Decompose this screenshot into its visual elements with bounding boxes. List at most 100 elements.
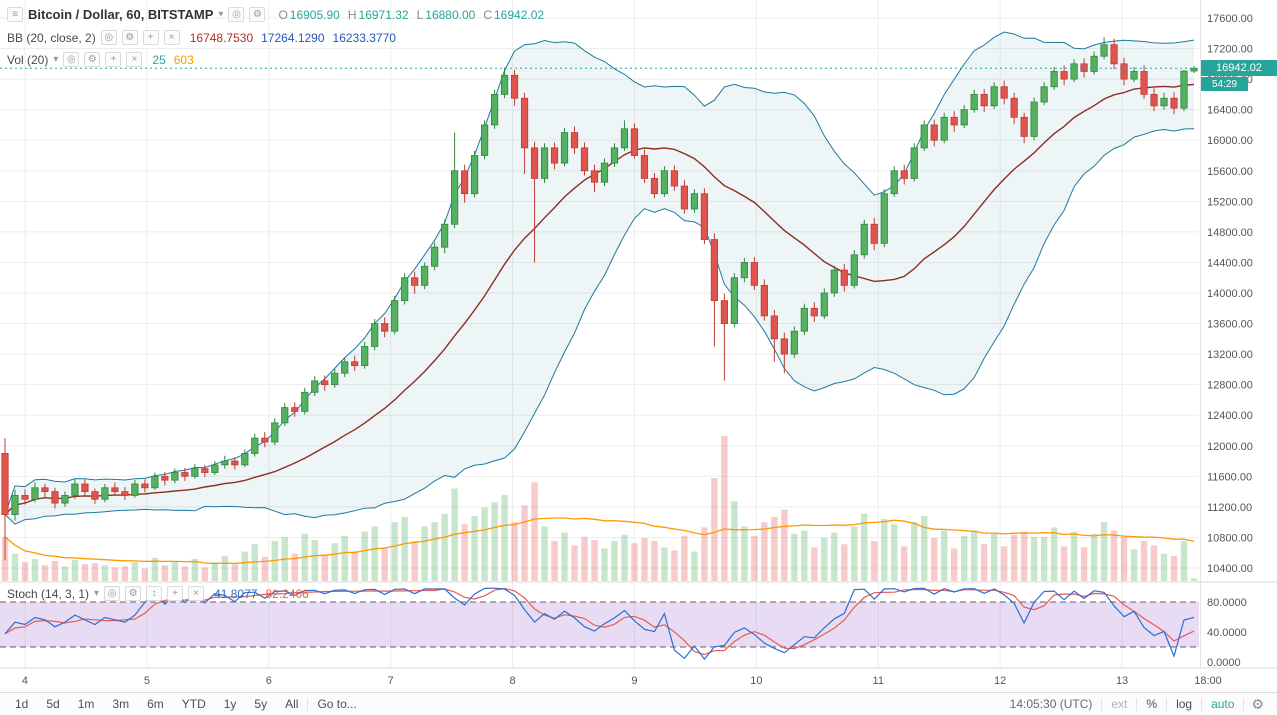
- range-1m[interactable]: 1m: [77, 697, 95, 711]
- volume-bar: [1100, 522, 1108, 581]
- bb-lower-value: 16233.3770: [332, 30, 396, 45]
- volume-bar: [821, 537, 828, 581]
- volume-bar: [101, 565, 109, 581]
- range-ytd[interactable]: YTD: [181, 697, 206, 711]
- volume-ma-line: [4, 517, 1195, 565]
- volume-bar: [970, 530, 978, 581]
- chevron-down-icon[interactable]: ▾: [53, 54, 59, 65]
- volume-bar: [1150, 545, 1158, 581]
- chart-canvas[interactable]: 17600.0017200.0016800.0016400.0016000.00…: [0, 0, 1277, 692]
- candle-body: [1170, 97, 1178, 109]
- range-6m[interactable]: 6m: [147, 697, 164, 711]
- range-5y[interactable]: 5y: [254, 697, 268, 711]
- volume-bar: [291, 553, 298, 581]
- gear-icon[interactable]: ⚙: [84, 52, 101, 67]
- volume-bar: [561, 532, 568, 581]
- volume-bar: [1040, 536, 1048, 581]
- candle-body: [11, 495, 19, 515]
- candle-body: [311, 380, 319, 393]
- candle-body: [540, 147, 549, 179]
- candle-body: [241, 453, 249, 466]
- candle-body: [690, 193, 699, 210]
- volume-bar: [671, 550, 678, 581]
- volume-bar: [851, 526, 858, 581]
- menu-icon[interactable]: ≡: [7, 7, 23, 22]
- candle-body: [1160, 97, 1168, 107]
- close-icon[interactable]: ×: [126, 52, 143, 67]
- volume-bar: [11, 553, 19, 581]
- candle-body: [870, 223, 878, 244]
- candle-body: [730, 277, 738, 324]
- price-axis-label: 12800.00: [1207, 380, 1253, 392]
- open-value: 16905.90: [289, 7, 340, 22]
- price-axis-label: 10400.00: [1207, 563, 1253, 575]
- close-icon[interactable]: ×: [188, 586, 205, 601]
- goto-button[interactable]: Go to...: [317, 697, 357, 711]
- candle-body: [620, 128, 629, 149]
- plus-icon[interactable]: +: [105, 52, 122, 67]
- range-all[interactable]: All: [285, 697, 299, 711]
- volume-bar: [731, 501, 738, 581]
- volume-bar: [1170, 555, 1178, 581]
- volume-bar: [1010, 534, 1018, 581]
- gear-icon[interactable]: ⚙: [125, 586, 142, 601]
- candle-body: [381, 323, 389, 332]
- candle-body: [480, 124, 489, 156]
- bottom-toolbar: 1d 5d 1m 3m 6m YTD 1y 5y All Go to... 14…: [0, 692, 1277, 715]
- range-3m[interactable]: 3m: [112, 697, 130, 711]
- volume-bar: [781, 509, 788, 581]
- gear-icon[interactable]: ⚙: [249, 7, 266, 22]
- volume-bar: [471, 515, 478, 581]
- candle-body: [291, 407, 299, 412]
- candles-layer[interactable]: [1, 37, 1198, 561]
- price-axis-label: 11200.00: [1207, 502, 1252, 514]
- volume-value: 25: [152, 52, 166, 67]
- eye-icon[interactable]: ◎: [228, 7, 245, 22]
- volume-bar: [1160, 553, 1168, 581]
- chevron-down-icon[interactable]: ▾: [218, 9, 224, 20]
- chevron-down-icon[interactable]: ▾: [94, 588, 100, 599]
- bb-indicator-title[interactable]: BB (20, close, 2): [7, 30, 96, 45]
- range-1y[interactable]: 1y: [223, 697, 237, 711]
- gear-icon[interactable]: ⚙: [121, 30, 138, 45]
- close-icon[interactable]: ×: [163, 30, 180, 45]
- symbol-title[interactable]: Bitcoin / Dollar, 60, BITSTAMP: [28, 7, 214, 22]
- stoch-indicator-title[interactable]: Stoch (14, 3, 1): [7, 586, 90, 601]
- volume-bar: [441, 513, 448, 581]
- high-value: 16971.32: [358, 7, 409, 22]
- range-1d[interactable]: 1d: [15, 697, 29, 711]
- plus-icon[interactable]: +: [142, 30, 159, 45]
- volume-bar: [521, 505, 528, 581]
- candle-body: [91, 491, 99, 500]
- eye-icon[interactable]: ◎: [63, 52, 80, 67]
- volume-bar: [31, 558, 39, 581]
- plus-icon[interactable]: +: [167, 586, 184, 601]
- candle-body: [1190, 67, 1198, 72]
- eye-icon[interactable]: ◎: [100, 30, 117, 45]
- stoch-k-line: [4, 587, 1195, 661]
- volume-bar: [331, 543, 338, 581]
- volume-bar: [541, 526, 548, 581]
- volume-indicator-title[interactable]: Vol (20): [7, 52, 49, 67]
- move-pane-icon[interactable]: ↕: [146, 586, 163, 601]
- stochastic-pane[interactable]: 80.0000 40.0000 0.0000: [0, 587, 1247, 669]
- range-5d[interactable]: 5d: [46, 697, 60, 711]
- log-scale-toggle[interactable]: log: [1176, 697, 1193, 711]
- percent-scale-toggle[interactable]: %: [1146, 697, 1158, 711]
- range-selector: 1d 5d 1m 3m 6m YTD 1y 5y All Go to...: [6, 693, 366, 715]
- volume-bar: [81, 564, 89, 581]
- candle-body: [1050, 71, 1058, 88]
- extended-hours-toggle[interactable]: ext: [1111, 697, 1128, 711]
- auto-scale-toggle[interactable]: auto: [1211, 697, 1235, 711]
- volume-bar: [1030, 536, 1038, 581]
- eye-icon[interactable]: ◎: [104, 586, 121, 601]
- volume-bar: [51, 561, 59, 581]
- volume-bar: [1130, 549, 1138, 581]
- volume-bar: [71, 559, 79, 581]
- divider: [1166, 697, 1168, 711]
- candle-body: [141, 483, 149, 489]
- candle-body: [391, 300, 399, 332]
- volume-bar: [321, 555, 328, 581]
- settings-gear-icon[interactable]: ⚙: [1251, 695, 1264, 712]
- bb-upper-line: [4, 31, 1195, 515]
